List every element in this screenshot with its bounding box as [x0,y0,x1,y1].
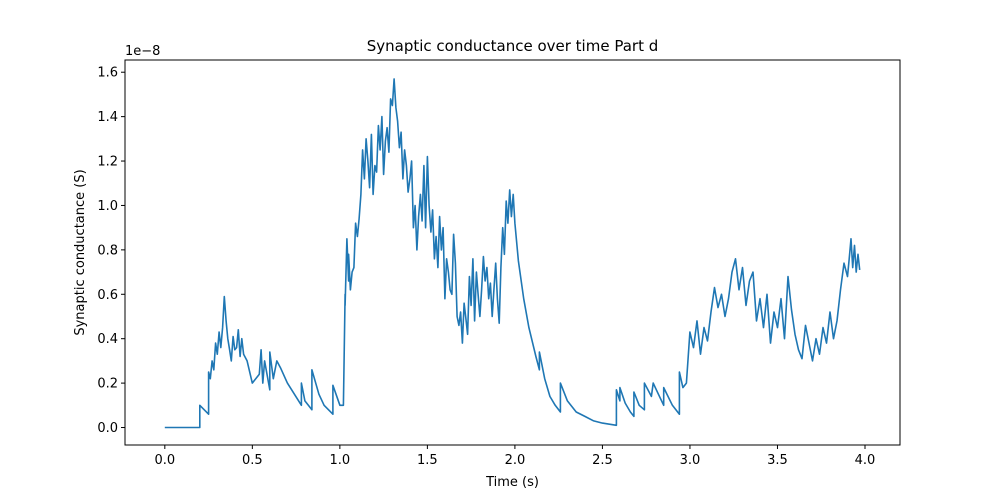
conductance-series-line [164,78,861,429]
y-axis-offset-label: 1e−8 [125,44,160,59]
axes-frame [124,59,901,446]
x-tick-label: 3.5 [767,453,788,468]
y-tick-label: 1.0 [97,199,118,214]
y-tick-label: 1.6 [97,66,118,81]
y-axis-label: Synaptic conductance (S) [73,169,88,335]
y-tick-label: 0.8 [97,243,118,258]
x-tick-label: 4.0 [855,453,876,468]
x-tick-label: 1.5 [417,453,438,468]
plot-area [164,78,861,429]
y-tick-label: 1.4 [97,110,118,125]
x-tick-label: 2.5 [592,453,613,468]
chart-title: Synaptic conductance over time Part d [367,37,659,55]
x-tick-label: 0.5 [242,453,263,468]
x-tick-label: 0.0 [154,453,175,468]
x-tick-label: 3.0 [680,453,701,468]
y-tick-label: 0.4 [97,332,118,347]
x-axis-label: Time (s) [485,475,539,490]
y-tick-label: 0.2 [97,377,118,392]
y-tick-label: 0.0 [97,421,118,436]
x-tick-label: 2.0 [505,453,526,468]
y-tick-label: 0.6 [97,288,118,303]
x-tick-label: 1.0 [330,453,351,468]
axis-ticks: 0.0 0.5 1.0 1.5 2.0 2.5 3.0 3.5 4.0 0.0 0.2 0.4 0.6 0… [97,66,875,468]
y-tick-label: 1.2 [97,155,118,170]
